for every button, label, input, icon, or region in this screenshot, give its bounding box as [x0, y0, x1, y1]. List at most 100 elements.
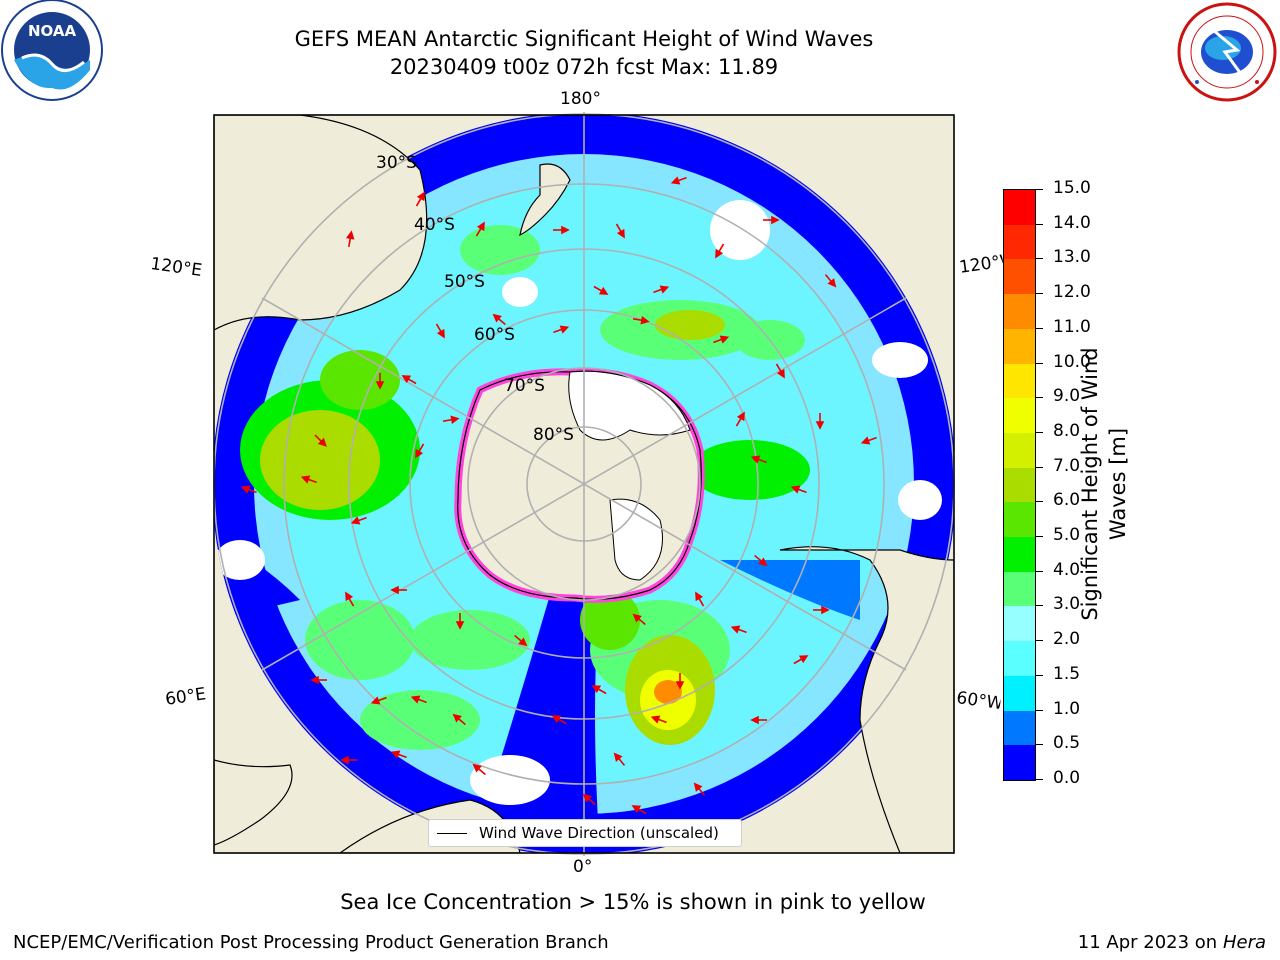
wave-arrow — [715, 243, 725, 259]
footer-left: NCEP/EMC/Verification Post Processing Pr… — [13, 932, 609, 953]
footer-machine: Hera — [1222, 932, 1266, 953]
nws-logo — [1177, 2, 1277, 102]
wave-arrow — [793, 655, 809, 665]
new-zealand-land — [519, 163, 571, 237]
colorbar-segment — [1004, 571, 1035, 607]
wave-arrow — [632, 613, 646, 626]
colorbar-tick-mark — [1036, 223, 1043, 225]
colorbar-label-line2: Waves [m] — [1106, 427, 1130, 541]
colorbar-tick-label: 15.0 — [1053, 178, 1091, 198]
wave-arrow — [492, 313, 506, 326]
colorbar-tick-label: 7.0 — [1053, 455, 1081, 476]
colorbar-tick-label: 0.5 — [1053, 733, 1081, 754]
wave-arrow — [410, 695, 427, 704]
chart-title: GEFS MEAN Antarctic Significant Height o… — [294, 27, 874, 51]
wave-arrow — [350, 516, 367, 525]
colorbar-tick-label: 2.0 — [1053, 629, 1081, 650]
legend-line — [437, 832, 467, 834]
colorbar-tick-mark — [1036, 605, 1043, 607]
sea-ice-caption: Sea Ice Concentration > 15% is shown in … — [340, 890, 926, 914]
colorbar-tick-label: 6.0 — [1053, 490, 1081, 511]
wave-arrow — [435, 323, 445, 339]
wave-arrow — [860, 436, 877, 445]
wave-arrow — [615, 223, 625, 239]
colorbar-segment — [1004, 224, 1035, 260]
weddell-ice-shelf — [609, 498, 663, 581]
wave-arrow — [653, 285, 670, 294]
colorbar-tick-label: 12.0 — [1053, 282, 1091, 303]
wave-arrow — [815, 413, 825, 430]
wave-arrow — [551, 715, 567, 725]
wave-arrow — [632, 315, 650, 325]
colorbar-tick-mark — [1036, 189, 1043, 190]
wave-arrows — [240, 176, 877, 815]
wave-arrow — [553, 325, 570, 334]
wave-arrow — [415, 443, 425, 459]
map-frame — [213, 114, 955, 854]
colorbar-tick-mark — [1036, 362, 1043, 364]
colorbar-tick-mark — [1036, 674, 1043, 676]
colorbar-tick-mark — [1036, 640, 1043, 642]
wave-arrow — [390, 750, 407, 759]
wave-arrow — [345, 230, 355, 248]
lat-label-80s: 80°S — [533, 425, 574, 445]
wave-arrow — [675, 673, 685, 690]
wave-arrow — [824, 274, 837, 288]
wave-arrow — [345, 591, 355, 607]
wave-arrow — [442, 415, 460, 425]
wave-arrow — [415, 191, 425, 207]
colorbar-tick-mark — [1036, 744, 1043, 746]
colorbar-tick-mark — [1036, 466, 1043, 468]
colorbar-tick-label: 4.0 — [1053, 559, 1081, 580]
wave-arrow — [375, 373, 385, 390]
wave-arrow — [790, 485, 807, 494]
colorbar-tick-label: 3.0 — [1053, 594, 1081, 615]
wave-arrow — [514, 634, 528, 647]
wave-arrow — [314, 434, 327, 447]
colorbar-segment — [1004, 641, 1035, 676]
colorbar-tick-mark — [1036, 570, 1043, 572]
wave-arrow — [735, 411, 745, 427]
wave-arrow — [763, 215, 780, 225]
wave-arrow — [390, 585, 407, 595]
wave-arrow — [693, 782, 706, 796]
colorbar-segment — [1004, 710, 1035, 746]
wave-arrow — [452, 713, 466, 726]
wave-arrow — [695, 591, 705, 607]
colorbar-label-line1: Significant Height of Wind — [1078, 347, 1102, 621]
madagascar-land — [214, 759, 293, 846]
lon-label-0: 0° — [573, 857, 593, 877]
wave-arrow — [240, 485, 257, 494]
noaa-logo: NOAA — [1, 0, 103, 101]
colorbar-segment — [1004, 675, 1035, 711]
wave-arrow — [750, 455, 767, 464]
colorbar-tick-mark — [1036, 536, 1043, 538]
australia-land — [214, 115, 428, 331]
lat-label-50s: 50°S — [444, 272, 485, 292]
wave-arrow — [713, 335, 730, 344]
colorbar-tick-mark — [1036, 293, 1043, 295]
colorbar-tick-label: 11.0 — [1053, 316, 1091, 337]
colorbar-tick-label: 5.0 — [1053, 525, 1081, 546]
colorbar-tick-mark — [1036, 709, 1043, 711]
colorbar-segment — [1004, 502, 1035, 538]
colorbar-tick-label: 1.0 — [1053, 698, 1081, 719]
wave-arrow — [593, 285, 609, 295]
colorbar-tick-mark — [1036, 258, 1043, 260]
colorbar-segment — [1004, 745, 1035, 780]
colorbar-tick-label: 0.0 — [1053, 768, 1081, 788]
wave-arrow — [455, 613, 465, 630]
wave-arrow — [401, 375, 417, 385]
colorbar-tick-label: 13.0 — [1053, 247, 1091, 268]
colorbar-segment — [1004, 190, 1035, 225]
wave-arrow — [730, 625, 747, 634]
wave-arrow — [475, 221, 485, 237]
colorbar-segment — [1004, 328, 1035, 364]
wave-arrow — [591, 685, 607, 695]
colorbar-tick-label: 9.0 — [1053, 386, 1081, 407]
noaa-logo-text: NOAA — [28, 22, 77, 40]
wave-arrow — [582, 793, 596, 806]
wave-arrow — [631, 805, 647, 815]
lat-label-40s: 40°S — [414, 215, 455, 235]
colorbar-tick-label: 10.0 — [1053, 351, 1091, 372]
